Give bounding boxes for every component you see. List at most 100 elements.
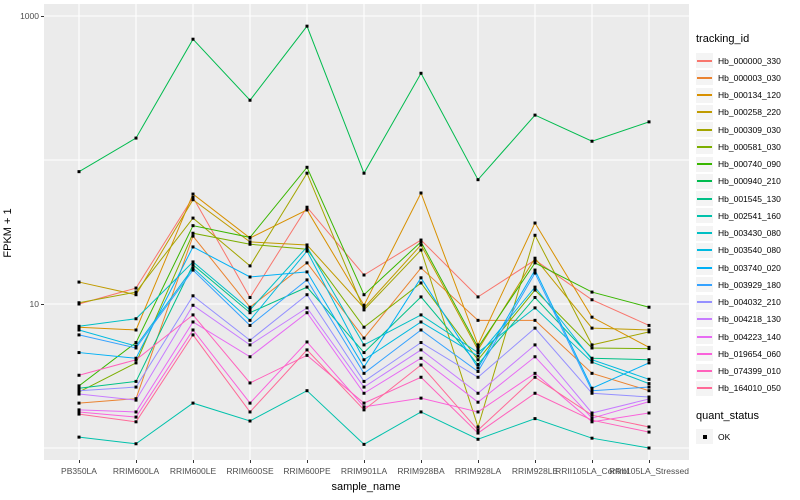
- data-point: [77, 386, 81, 390]
- data-point: [533, 326, 537, 330]
- data-point: [248, 401, 252, 405]
- legend-key-swatch: [696, 260, 713, 276]
- legend-line-icon: [697, 232, 712, 235]
- data-point: [134, 420, 138, 424]
- data-point: [419, 363, 423, 367]
- data-point: [305, 205, 309, 209]
- legend-line-icon: [697, 318, 712, 321]
- data-point: [362, 293, 366, 297]
- legend-item-Hb_019654_060: Hb_019654_060: [696, 345, 800, 362]
- data-point: [362, 385, 366, 389]
- data-point: [533, 288, 537, 292]
- data-point: [191, 245, 195, 249]
- data-point: [647, 446, 651, 450]
- legend-label: Hb_000000_330: [718, 55, 781, 66]
- data-point: [191, 231, 195, 235]
- data-point: [362, 391, 366, 395]
- data-point: [248, 295, 252, 299]
- data-point: [248, 235, 252, 239]
- data-point: [590, 343, 594, 347]
- data-point: [134, 356, 138, 360]
- legend-line-icon: [697, 335, 712, 338]
- legend-label: Hb_019654_060: [718, 348, 781, 359]
- legend-label: Hb_164010_050: [718, 383, 781, 394]
- legend-key-swatch: [696, 139, 713, 155]
- quant-status-key: [696, 429, 713, 445]
- legend-key-swatch: [696, 191, 713, 207]
- data-point: [305, 278, 309, 282]
- legend-label: Hb_003740_020: [718, 262, 781, 273]
- data-point: [533, 295, 537, 299]
- x-tick-label-RRIM600LE: RRIM600LE: [169, 466, 217, 476]
- data-point: [191, 263, 195, 267]
- data-point: [476, 348, 480, 352]
- legend-item-Hb_004223_140: Hb_004223_140: [696, 328, 800, 345]
- data-point: [134, 398, 138, 402]
- legend-line-icon: [697, 163, 712, 166]
- legend-label: Hb_074399_010: [718, 366, 781, 377]
- legend-item-Hb_003740_020: Hb_003740_020: [696, 259, 800, 276]
- legend-key-swatch: [696, 380, 713, 396]
- legend-line-icon: [697, 94, 712, 97]
- data-point: [305, 293, 309, 297]
- data-point: [647, 400, 651, 404]
- data-point: [647, 328, 651, 332]
- data-point: [248, 305, 252, 309]
- data-point: [305, 306, 309, 310]
- data-point: [419, 328, 423, 332]
- data-point: [419, 281, 423, 285]
- data-point: [191, 224, 195, 228]
- data-point: [476, 343, 480, 347]
- quant-status-legend-item: OK: [696, 428, 800, 445]
- data-point: [419, 295, 423, 299]
- legend-key-swatch: [696, 87, 713, 103]
- data-point: [590, 418, 594, 422]
- legend-label: Hb_000003_030: [718, 72, 781, 83]
- x-tick-mark: [421, 460, 422, 463]
- x-axis-title: sample_name: [331, 481, 401, 493]
- legend-label: Hb_004223_140: [718, 331, 781, 342]
- legend-label: Hb_000134_120: [718, 90, 781, 101]
- x-tick-label-RRIM928LA: RRIM928LA: [454, 466, 502, 476]
- data-point: [476, 410, 480, 414]
- legend-item-Hb_003430_080: Hb_003430_080: [696, 225, 800, 242]
- data-point: [362, 306, 366, 310]
- y-tick-mark: [41, 304, 44, 305]
- legend-key-swatch: [696, 104, 713, 120]
- data-point: [476, 178, 480, 182]
- data-point: [419, 356, 423, 360]
- x-tick-label-RRIM928LE: RRIM928LE: [511, 466, 559, 476]
- data-point: [533, 343, 537, 347]
- data-point: [590, 386, 594, 390]
- data-point: [419, 410, 423, 414]
- data-point: [305, 171, 309, 175]
- data-point: [419, 71, 423, 75]
- legend-key-swatch: [696, 329, 713, 345]
- data-point: [362, 351, 366, 355]
- legend-line-icon: [697, 128, 712, 131]
- legend-label: Hb_003430_080: [718, 228, 781, 239]
- data-point: [590, 360, 594, 364]
- chart-canvas: [44, 4, 689, 460]
- data-point: [305, 249, 309, 253]
- data-point: [77, 392, 81, 396]
- quant-status-legend-title: quant_status: [696, 410, 759, 422]
- data-point: [590, 413, 594, 417]
- legend-label: Hb_003929_180: [718, 279, 781, 290]
- data-point: [134, 361, 138, 365]
- data-point: [362, 325, 366, 329]
- data-point: [191, 303, 195, 307]
- legend-item-Hb_164010_050: Hb_164010_050: [696, 380, 800, 397]
- legend-item-Hb_002541_160: Hb_002541_160: [696, 207, 800, 224]
- data-point: [590, 411, 594, 415]
- legend-item-Hb_001545_130: Hb_001545_130: [696, 190, 800, 207]
- data-point: [590, 139, 594, 143]
- data-point: [191, 313, 195, 317]
- legend-line-icon: [697, 145, 712, 148]
- legend: tracking_id Hb_000000_330 Hb_000003_030 Hb…: [696, 33, 800, 445]
- legend-label: Hb_000940_210: [718, 176, 781, 187]
- data-point: [362, 273, 366, 277]
- data-point: [533, 271, 537, 275]
- x-tick-label-PB350LA: PB350LA: [61, 466, 97, 476]
- y-axis-title: FPKM + 1: [2, 208, 14, 258]
